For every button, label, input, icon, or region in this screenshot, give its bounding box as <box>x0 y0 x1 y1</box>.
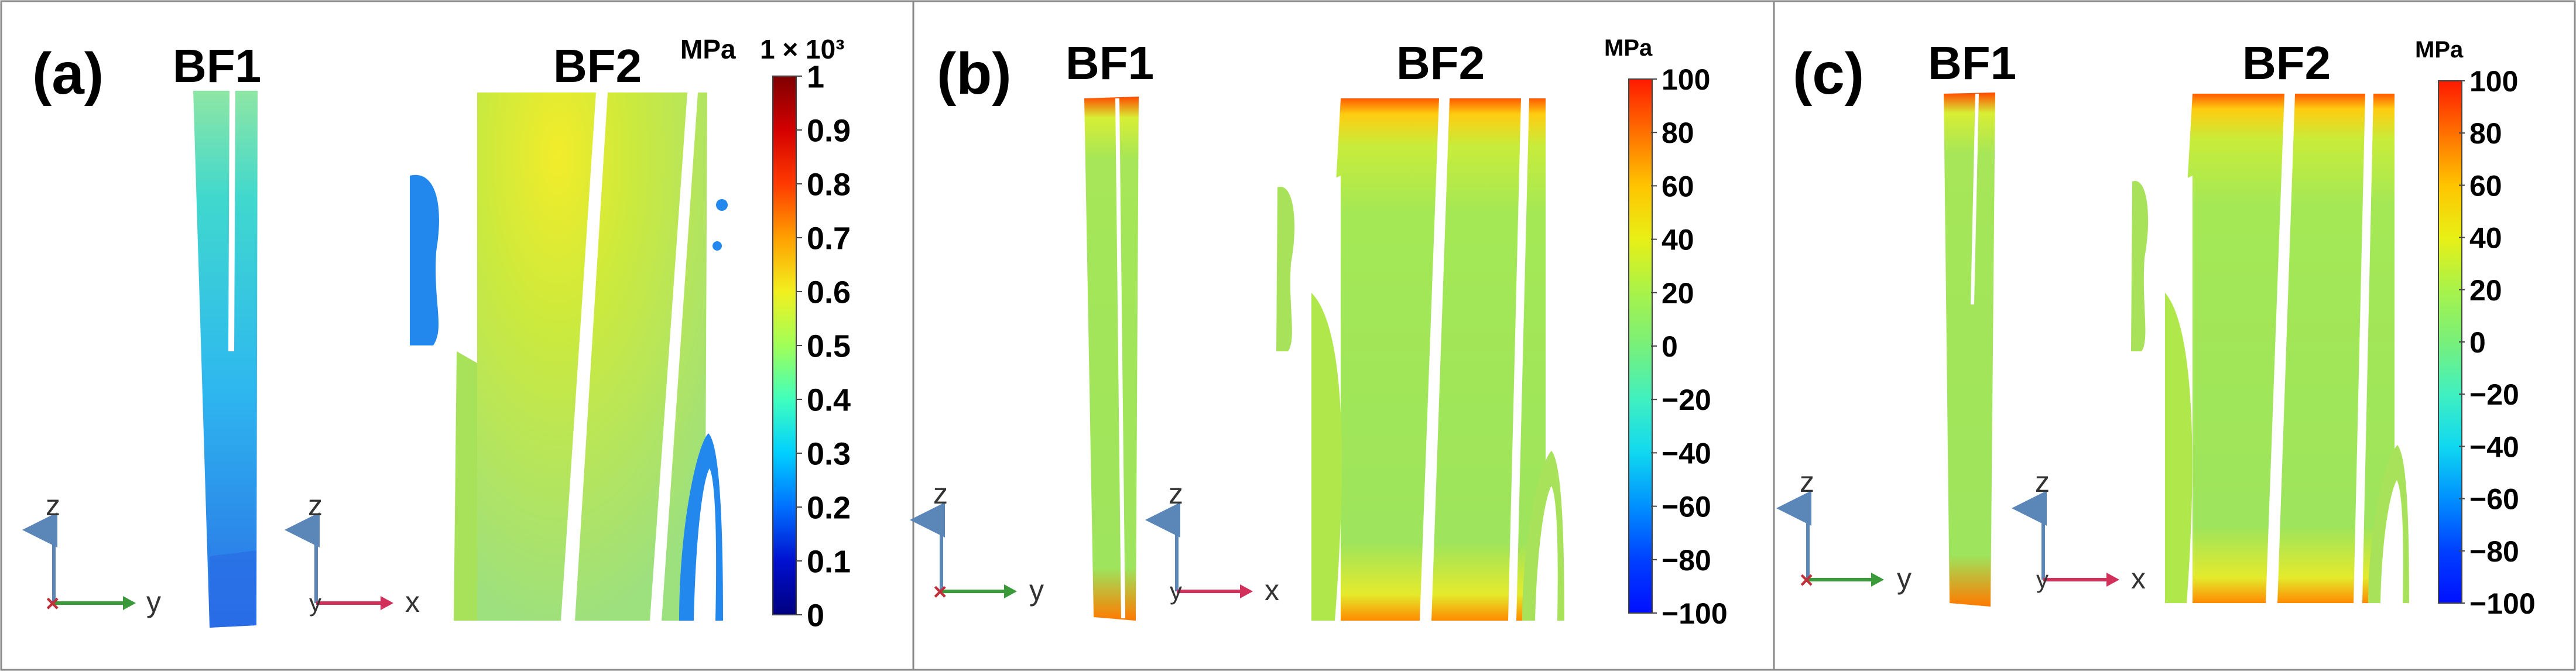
depth-axis-mark: y <box>1170 577 1182 605</box>
colorbar-tick-label: −60 <box>2469 483 2519 516</box>
colorbar-tick-label: −80 <box>2469 535 2519 568</box>
bf1-contour <box>193 91 258 628</box>
colorbar-tick-label: 0.2 <box>807 490 851 525</box>
panel-b: (b) BF1 BF2 MPa 100 80 60 40 20 0 −20 −40 −60 −80… <box>910 35 1728 630</box>
bf2-title: BF2 <box>553 40 642 92</box>
colorbar-tick-label: −40 <box>1662 437 1711 470</box>
up-axis-label: z <box>933 477 948 510</box>
colorbar-unit: MPa <box>680 34 736 64</box>
right-axis-label: x <box>405 586 420 618</box>
colorbar-tick-label: 0 <box>807 598 824 633</box>
colorbar-tick-label: 80 <box>2469 117 2502 150</box>
panel-c: (c) BF1 BF2 MPa 100 80 60 40 20 0 −20 −40 −60 −80… <box>1776 37 2536 620</box>
colorbar-tick-label: 0 <box>1662 330 1678 363</box>
colorbar-multiplier: 1 × 10³ <box>760 34 845 64</box>
axis-triad-bf1: × z y <box>22 489 161 618</box>
panel-label: (b) <box>937 41 1012 107</box>
colorbar-tick-label: 0.3 <box>807 436 851 471</box>
panel-label: (a) <box>32 41 104 107</box>
colorbar-tick-label: 40 <box>1662 224 1694 256</box>
x-mark-icon: × <box>1800 567 1813 593</box>
colorbar-tick-label: 60 <box>2469 169 2502 202</box>
up-axis-label: z <box>308 489 323 522</box>
axis-triad-bf2: z x y <box>1145 477 1279 607</box>
colorbar-tick-label: 0.5 <box>807 328 851 364</box>
right-axis-label: y <box>146 586 161 618</box>
colorbar-tick-label: 100 <box>1662 63 1710 96</box>
colorbar-ticks: 1 0.9 0.8 0.7 0.6 0.5 0.4 0.3 0.2 0.1 0 <box>796 59 851 633</box>
up-axis-label: z <box>1169 477 1183 510</box>
axis-triad-bf2: z x y <box>2012 465 2146 595</box>
colorbar-tick-label: 0.1 <box>807 544 851 579</box>
colorbar-ticks: 100 80 60 40 20 0 −20 −40 −60 −80 −100 <box>2459 65 2536 620</box>
bf1-contour <box>1084 97 1139 621</box>
bf2-contour <box>410 93 728 621</box>
colorbar-tick-label: 0.4 <box>807 382 851 417</box>
colorbar-tick-label: 20 <box>1662 277 1694 310</box>
colorbar-c: MPa 100 80 60 40 20 0 −20 −40 −60 −80 −100 <box>2415 37 2536 620</box>
colorbar-tick-label: 60 <box>1662 170 1694 203</box>
axis-triad-bf1: × z y <box>910 477 1044 607</box>
bf1-contour <box>1944 93 1995 607</box>
up-axis-label: z <box>1800 465 1814 498</box>
colorbar-tick-label: 80 <box>1662 117 1694 149</box>
colorbar-tick-label: 0 <box>2469 326 2486 359</box>
panel-a: (a) BF1 BF2 MPa 1 × 10³ 10.90.80. <box>22 34 851 633</box>
colorbar-tick-label: −80 <box>1662 544 1711 577</box>
colorbar-ticks: 100 80 60 40 20 0 −20 −40 −60 −80 −100 <box>1651 63 1728 630</box>
colorbar-b: MPa 100 80 60 40 20 0 −20 −40 −60 −80 −100 <box>1604 35 1728 630</box>
colorbar-tick-label: 100 <box>2469 65 2518 98</box>
colorbar-tick-label: −20 <box>2469 378 2519 411</box>
x-mark-icon: × <box>46 591 59 617</box>
depth-axis-mark: y <box>309 589 321 617</box>
colorbar-tick-label: −40 <box>2469 430 2519 463</box>
bf2-contour <box>2131 94 2409 603</box>
axis-triad-bf1: × z y <box>1776 465 1912 595</box>
right-axis-label: x <box>1265 574 1279 607</box>
colorbar-tick-label: 1 <box>807 59 824 94</box>
x-mark-icon: × <box>933 579 947 605</box>
up-axis-label: z <box>46 489 60 522</box>
colorbar-tick-label: 0.7 <box>807 221 851 256</box>
colorbar-tick-label: −100 <box>1662 597 1728 630</box>
colorbar-tick-label: −100 <box>2469 587 2536 620</box>
right-axis-label: x <box>2131 562 2146 595</box>
bf1-title: BF1 <box>173 40 261 92</box>
colorbar-a: MPa 1 × 10³ 1 0.9 0.8 0.7 0.6 0.5 0.4 0.3 0.2 0.1… <box>680 34 851 633</box>
colorbar-tick-label: 0.9 <box>807 113 851 148</box>
colorbar-unit: MPa <box>2415 37 2464 63</box>
colorbar-tick-label: −60 <box>1662 491 1711 523</box>
right-axis-label: y <box>1897 562 1912 595</box>
bf2-title: BF2 <box>1396 37 1485 89</box>
colorbar-tick-label: 0.6 <box>807 275 851 310</box>
colorbar-tick-label: 20 <box>2469 274 2502 307</box>
colorbar-unit: MPa <box>1604 35 1653 61</box>
up-axis-label: z <box>2035 465 2050 498</box>
colorbar-tick-label: 0.8 <box>807 167 851 202</box>
bf1-title: BF1 <box>1066 37 1154 89</box>
axis-triad-bf2: z x y <box>285 489 420 618</box>
bf2-title: BF2 <box>2242 37 2331 89</box>
bf2-contour <box>1276 98 1564 621</box>
colorbar-tick-label: 40 <box>2469 222 2502 255</box>
panel-label: (c) <box>1793 41 1864 107</box>
bf1-title: BF1 <box>1928 37 2016 89</box>
depth-axis-mark: y <box>2036 566 2049 593</box>
colorbar-tick-label: −20 <box>1662 384 1711 416</box>
right-axis-label: y <box>1029 574 1044 607</box>
